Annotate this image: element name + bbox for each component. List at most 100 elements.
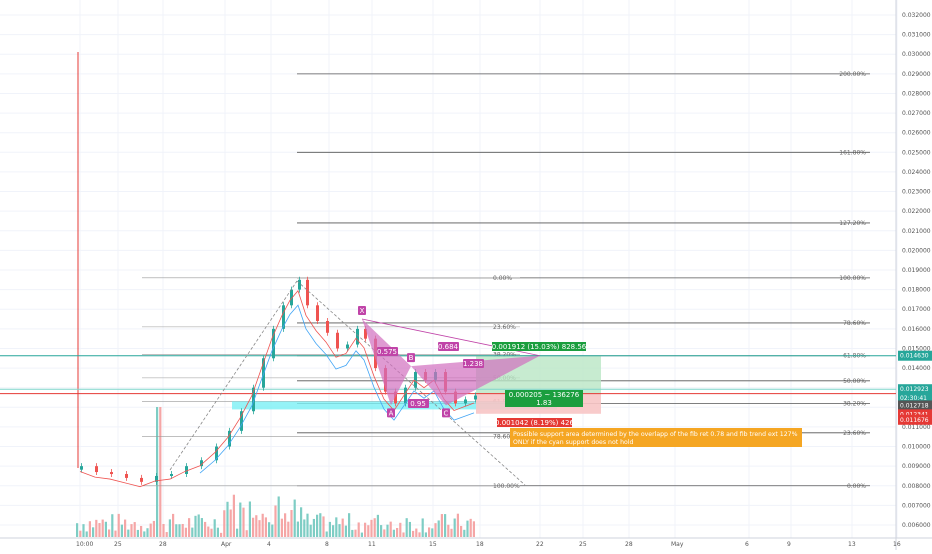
- volume-bar: [146, 528, 149, 537]
- volume-bar: [92, 527, 95, 537]
- price-axis-label-bg: [898, 409, 932, 420]
- volume-bar: [303, 519, 306, 537]
- volume-bar: [383, 529, 386, 537]
- volume-bar: [108, 529, 111, 537]
- volume-bar: [380, 525, 383, 537]
- volume-bar: [194, 515, 197, 537]
- volume-bar: [268, 522, 271, 537]
- volume-bar: [290, 510, 293, 537]
- x-tick-label: 22: [536, 541, 544, 548]
- price-axis-label-bg: [898, 414, 932, 425]
- volume-bar: [175, 524, 178, 537]
- volume-bar: [421, 518, 424, 537]
- volume-bar: [140, 525, 143, 537]
- harmonic-point-label: X: [360, 307, 365, 315]
- y-tick-label: 0.020000: [902, 247, 931, 254]
- volume-bar: [236, 528, 239, 537]
- fib-ext-label: 127.20%: [839, 220, 866, 227]
- volume-bar: [226, 501, 229, 537]
- volume-bar: [424, 532, 427, 537]
- volume-bar: [213, 519, 216, 537]
- volume-bar: [434, 523, 437, 537]
- volume-bar: [239, 502, 242, 537]
- volume-bar: [364, 522, 367, 537]
- y-tick-label: 0.031000: [902, 32, 931, 39]
- candle-body: [140, 477, 143, 482]
- y-tick-label: 0.023000: [902, 189, 931, 196]
- volume-bar: [370, 519, 373, 537]
- volume-bar: [98, 523, 101, 537]
- price-axis-label-bg: [898, 350, 932, 361]
- candle-body: [336, 332, 339, 349]
- position-label-bg: [497, 418, 572, 427]
- candle-body: [394, 391, 397, 404]
- volume-bar: [76, 523, 79, 537]
- candle-body: [200, 460, 203, 467]
- candle-body: [346, 344, 349, 349]
- x-tick-label: May: [671, 541, 684, 548]
- candle-body: [185, 466, 188, 474]
- volume-bar: [248, 501, 251, 537]
- volume-bar: [143, 531, 146, 537]
- volume-bar: [293, 499, 296, 537]
- harmonic-ratio-label: 0.575: [377, 348, 397, 356]
- position-label: 1.83: [536, 399, 552, 407]
- volume-bar: [306, 513, 309, 537]
- volume-bar: [101, 519, 104, 537]
- candle-body: [110, 472, 113, 475]
- price-axis-label-bg: [898, 384, 932, 395]
- volume-bar: [472, 521, 475, 537]
- volume-bar: [418, 532, 421, 537]
- y-tick-label: 0.027000: [902, 110, 931, 117]
- volume-bar: [95, 519, 98, 537]
- volume-bar: [280, 518, 283, 537]
- volume-bar: [367, 525, 370, 537]
- fib-ext-label: 38.20%: [843, 400, 866, 407]
- harmonic-ratio-label: 1.238: [463, 360, 483, 368]
- fib-ext-label: 78.60%: [843, 320, 866, 327]
- annotation-box: [510, 428, 802, 447]
- volume-bar: [396, 527, 399, 537]
- volume-bar: [287, 521, 290, 537]
- volume-bar: [120, 524, 123, 537]
- volume-bar: [210, 528, 213, 537]
- volume-bar: [392, 529, 395, 537]
- volume-bar: [245, 530, 248, 537]
- volume-bar: [261, 513, 264, 537]
- volume-bar: [399, 522, 402, 537]
- harmonic-ratio-badge: [377, 347, 398, 356]
- volume-bar: [168, 519, 171, 537]
- candle-body: [80, 466, 83, 470]
- ma-red: [79, 289, 475, 488]
- volume-bar: [453, 518, 456, 537]
- candle-body: [356, 328, 359, 345]
- volume-bar: [136, 529, 139, 537]
- y-tick-label: 0.014000: [902, 365, 931, 372]
- x-tick-label: 18: [476, 541, 484, 548]
- x-tick-label: 28: [159, 541, 167, 548]
- x-tick-label: 8: [325, 541, 329, 548]
- x-tick-label: 6: [745, 541, 749, 548]
- volume-bar: [284, 513, 287, 537]
- y-tick-label: 0.011000: [902, 424, 931, 431]
- y-tick-label: 0.016000: [902, 326, 931, 333]
- fib-ext-label: 161.80%: [839, 149, 866, 156]
- volume-bar: [335, 517, 338, 537]
- volume-bar: [463, 529, 466, 537]
- volume-bar: [309, 524, 312, 537]
- volume-bar: [373, 518, 376, 537]
- harmonic-point-label: C: [444, 409, 449, 417]
- volume-bar: [159, 407, 162, 537]
- volume-bar: [114, 530, 117, 537]
- support-zone: [232, 401, 557, 410]
- price-axis-label: 0.012718: [900, 402, 929, 409]
- volume-bar: [447, 524, 450, 537]
- volume-bar: [296, 521, 299, 537]
- candle-body: [155, 475, 158, 482]
- position-label: 0.000205 ~ 136276: [509, 391, 580, 399]
- position-label-bg: [492, 342, 586, 351]
- volume-bar: [376, 514, 379, 537]
- x-tick-label: 25: [114, 541, 122, 548]
